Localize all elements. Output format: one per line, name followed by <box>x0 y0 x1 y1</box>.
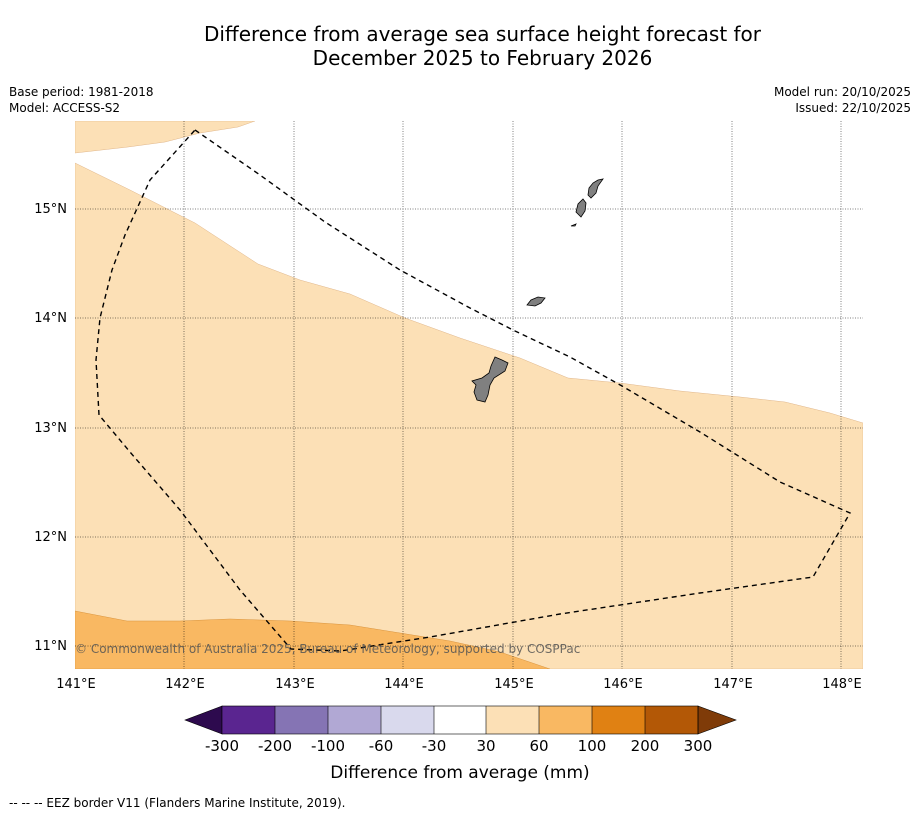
colorbar-tick-8: 100 <box>578 737 607 755</box>
anomaly-30-60-main <box>75 162 863 669</box>
tinian-island <box>575 198 587 218</box>
model-run: Model run: 20/10/2025 <box>773 85 911 99</box>
lat-tick-13n: 13°N <box>34 421 67 436</box>
lon-tick-148e: 148°E <box>822 677 862 692</box>
colorbar: -300 -200 -100 -60 -30 30 60 100 200 300… <box>184 705 737 783</box>
rota-island <box>526 296 546 307</box>
lon-tick-141e: 141°E <box>56 677 96 692</box>
colorbar-high-extend <box>697 705 737 735</box>
colorbar-tick-2: -200 <box>258 737 292 755</box>
lon-tick-144e: 144°E <box>384 677 424 692</box>
lon-axis: 141°E 142°E 143°E 144°E 145°E 146°E 147°… <box>56 677 862 692</box>
copyright-text: © Commonwealth of Australia 2025, Bureau… <box>75 642 580 656</box>
colorbar-swatch-4 <box>381 706 434 734</box>
colorbar-tick-3: -100 <box>311 737 345 755</box>
eez-footnote: -- -- -- EEZ border V11 (Flanders Marine… <box>9 796 346 810</box>
colorbar-tick-10: 300 <box>684 737 713 755</box>
title-line-2: December 2025 to February 2026 <box>312 46 653 70</box>
aguijan-island <box>570 223 577 227</box>
lon-tick-147e: 147°E <box>713 677 753 692</box>
map-area: © Commonwealth of Australia 2025, Bureau… <box>75 121 863 669</box>
lon-tick-143e: 143°E <box>275 677 315 692</box>
colorbar-tick-4: -60 <box>369 737 394 755</box>
model-name: Model: ACCESS-S2 <box>9 101 121 115</box>
lat-tick-14n: 14°N <box>34 311 67 326</box>
right-meta: Model run: 20/10/2025 Issued: 22/10/2025 <box>774 84 911 116</box>
lon-tick-142e: 142°E <box>165 677 205 692</box>
chart-title: Difference from average sea surface heig… <box>0 22 919 70</box>
anomaly-60-100-south <box>75 610 551 669</box>
islands <box>471 178 604 403</box>
title-line-1: Difference from average sea surface heig… <box>203 22 762 46</box>
lon-tick-146e: 146°E <box>603 677 643 692</box>
colorbar-tick-9: 200 <box>631 737 660 755</box>
issued-date: Issued: 22/10/2025 <box>795 101 911 115</box>
colorbar-swatch-6 <box>486 706 539 734</box>
anomaly-30-60-north <box>75 121 256 154</box>
colorbar-swatch-9 <box>645 706 698 734</box>
colorbar-swatch-5 <box>434 706 486 734</box>
guam-island <box>471 356 509 403</box>
lat-tick-15n: 15°N <box>34 202 67 217</box>
colorbar-tick-1: -300 <box>205 737 239 755</box>
base-period: Base period: 1981-2018 <box>9 85 154 99</box>
colorbar-swatch-1 <box>222 706 275 734</box>
saipan-island <box>587 178 604 199</box>
colorbar-swatch-7 <box>539 706 592 734</box>
left-meta: Base period: 1981-2018 Model: ACCESS-S2 <box>9 84 154 116</box>
colorbar-tick-6: 30 <box>476 737 495 755</box>
colorbar-low-extend <box>184 705 223 735</box>
colorbar-swatch-3 <box>328 706 381 734</box>
lon-tick-145e: 145°E <box>494 677 534 692</box>
eez-border <box>95 129 851 652</box>
colorbar-tick-5: -30 <box>422 737 447 755</box>
lat-axis: 15°N 14°N 13°N 12°N 11°N <box>34 202 67 654</box>
colorbar-swatch-2 <box>275 706 328 734</box>
colorbar-label: Difference from average (mm) <box>330 763 589 783</box>
lat-tick-11n: 11°N <box>34 639 67 654</box>
lat-tick-12n: 12°N <box>34 530 67 545</box>
colorbar-swatch-8 <box>592 706 645 734</box>
colorbar-tick-7: 60 <box>529 737 548 755</box>
